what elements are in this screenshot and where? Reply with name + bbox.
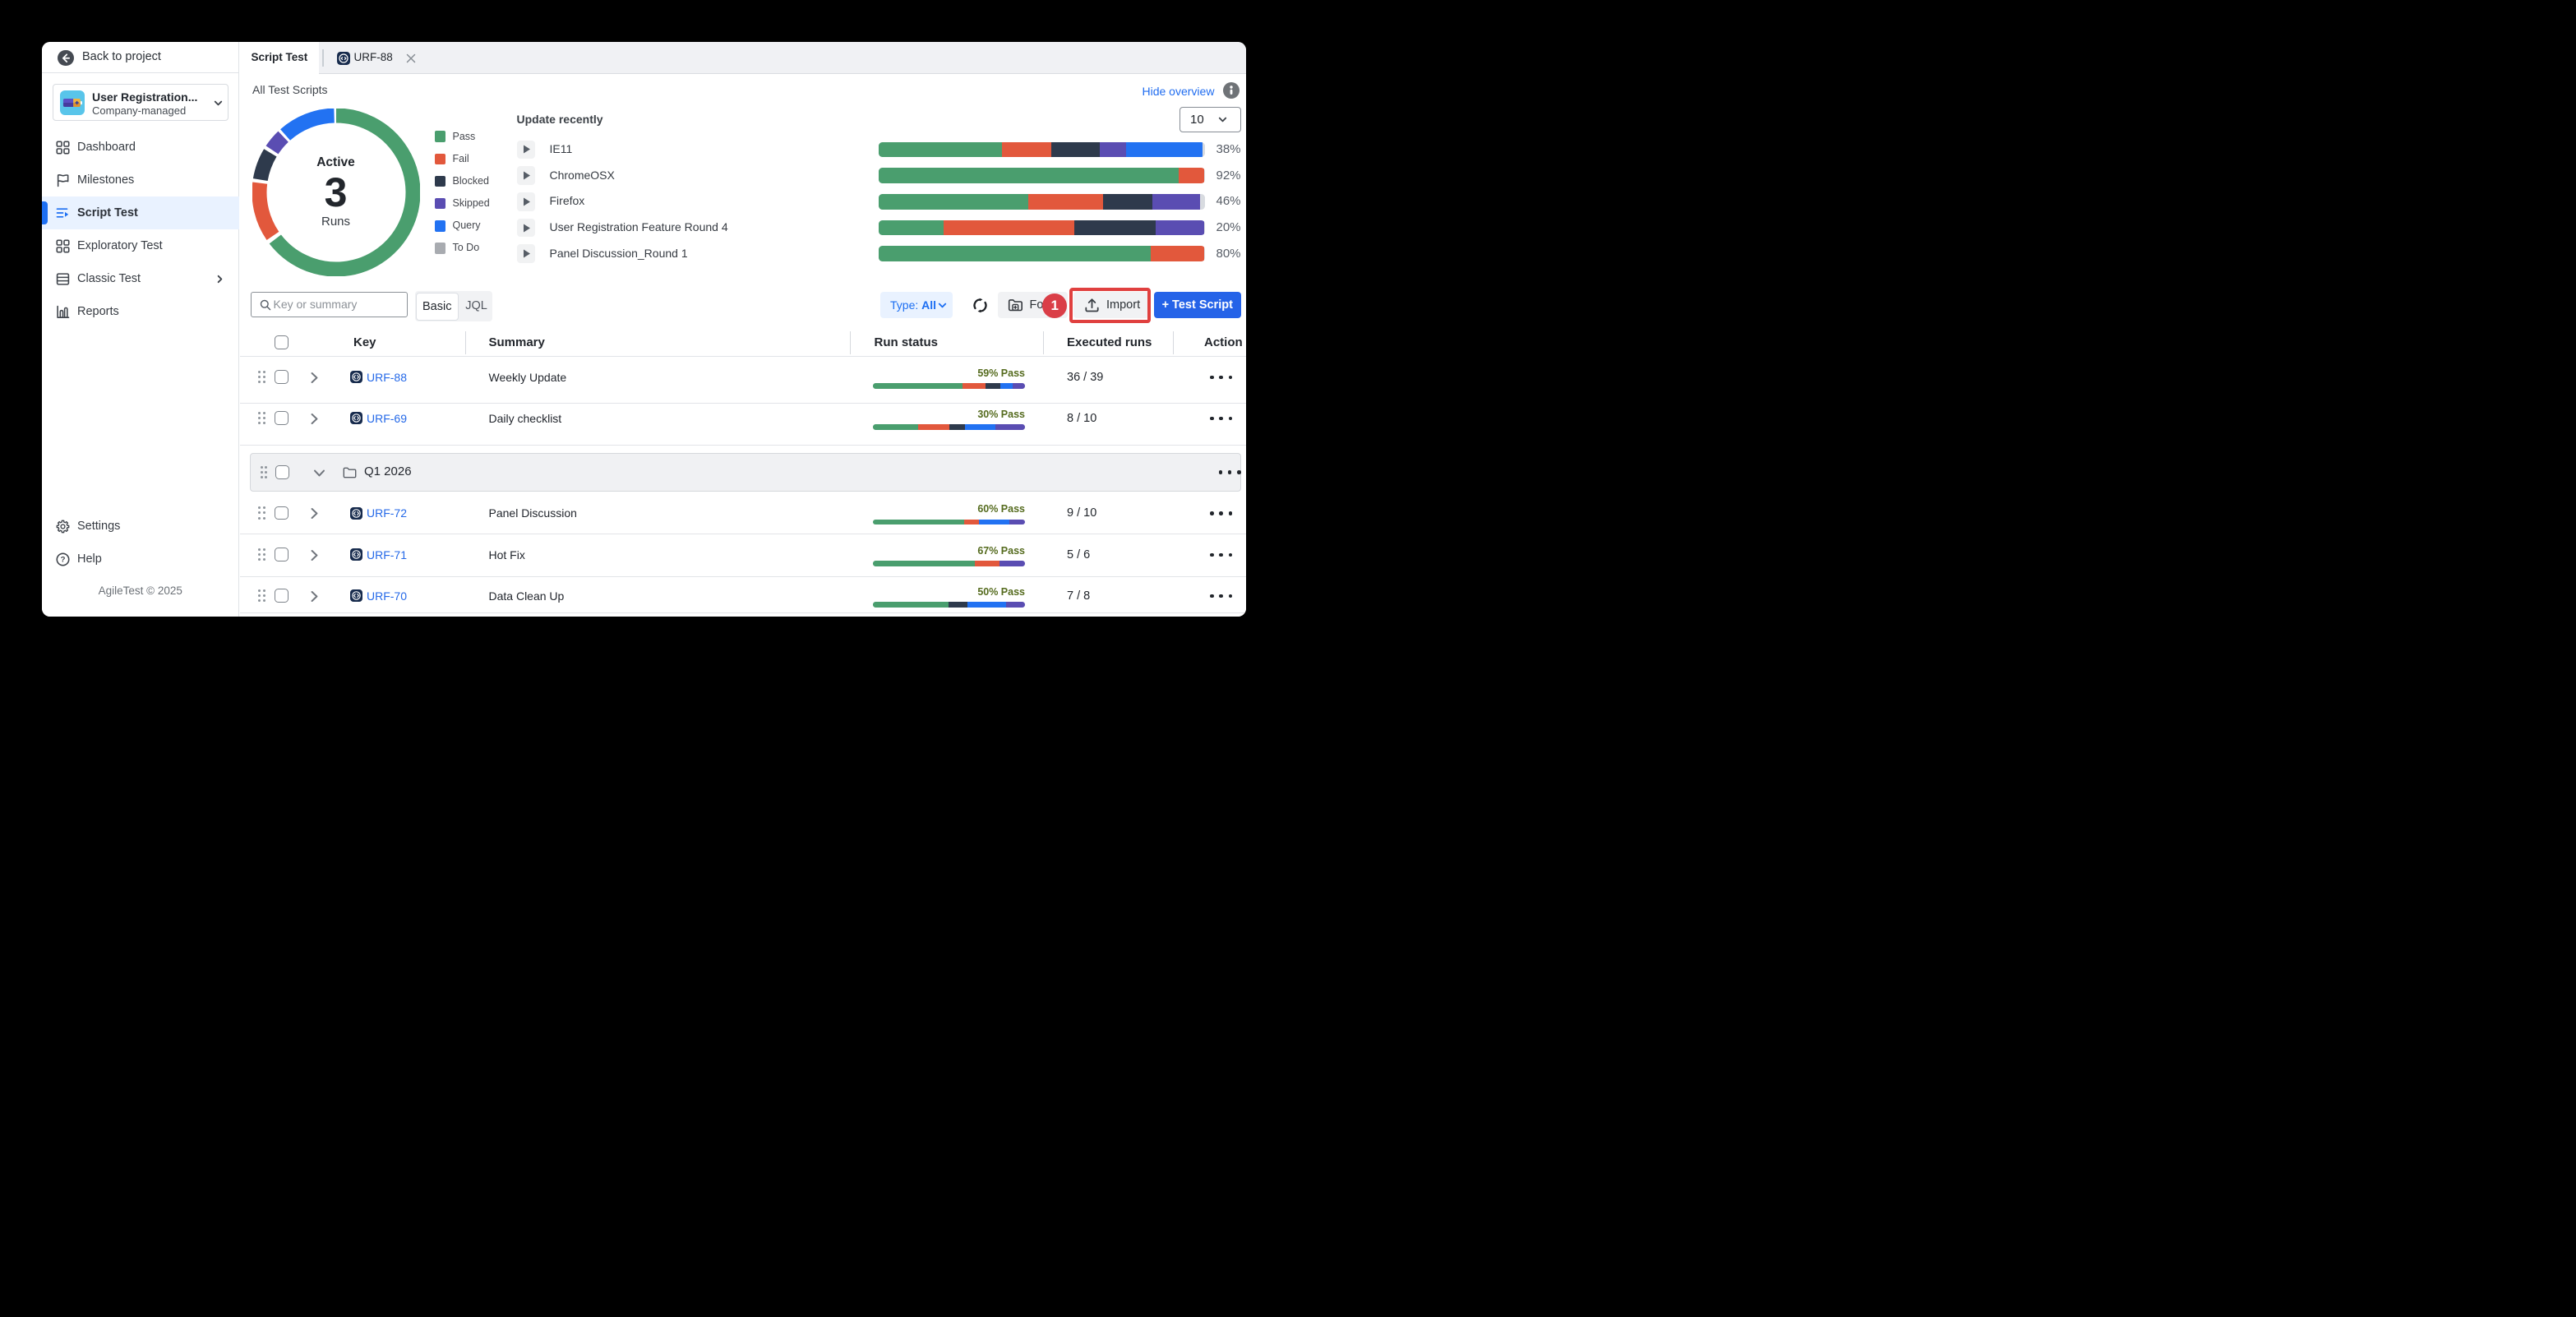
svg-text:?: ? (61, 556, 66, 565)
